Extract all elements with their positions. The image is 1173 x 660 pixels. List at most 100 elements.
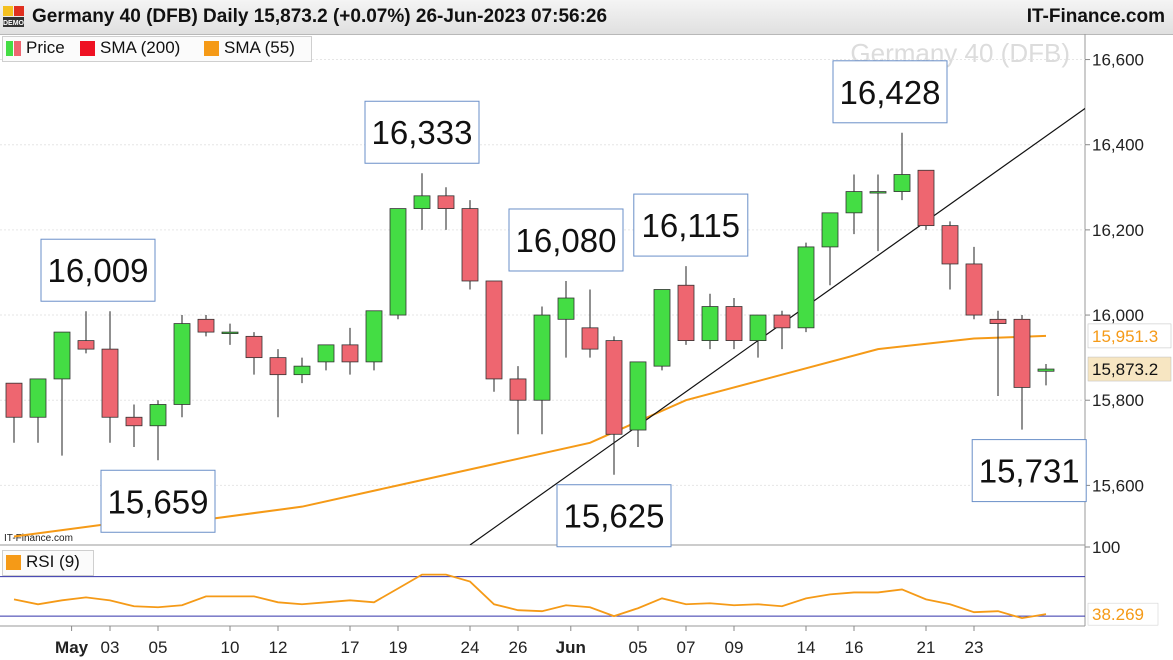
time-tick-label: 17 xyxy=(341,638,360,657)
annotations-group: 16,009 15,659 16,333 16,080 15,625 16,115 16,4… xyxy=(40,60,1087,548)
annotation-box xyxy=(100,469,216,533)
candle xyxy=(341,327,359,375)
candle-body-up xyxy=(629,361,647,431)
sma200-swatch-icon xyxy=(80,40,95,56)
annotation-box xyxy=(364,100,480,164)
price-tick-label: 16,400 xyxy=(1092,136,1144,155)
legend xyxy=(2,36,312,62)
candle xyxy=(29,378,47,443)
candle-body-up xyxy=(797,246,815,329)
value-annotation: 15,659 xyxy=(100,469,216,533)
legend-sma55[interactable]: SMA (55) xyxy=(204,37,295,59)
last-price-tag-label: 15,873.2 xyxy=(1092,360,1158,379)
price-chart: Germany 40 (DFB) IT-Finance.com 16,60016… xyxy=(0,34,1172,657)
candle xyxy=(293,357,311,384)
candle-body-up xyxy=(29,378,47,418)
candle-body-down xyxy=(245,335,263,359)
candle-body-up xyxy=(389,208,407,316)
value-annotation: 16,428 xyxy=(832,60,948,124)
time-tick-label: 26 xyxy=(509,638,528,657)
candle xyxy=(509,366,527,435)
legend-price-label: Price xyxy=(26,38,65,57)
last-price-tag-box xyxy=(1087,356,1172,382)
candle xyxy=(893,132,911,201)
candle-body-down xyxy=(917,169,935,227)
candle xyxy=(317,344,335,371)
candle-body-down xyxy=(509,378,527,401)
annotation-box xyxy=(508,208,624,272)
title-bar: DEMO Germany 40 (DFB) Daily 15,873.2 (+0… xyxy=(0,0,1173,35)
candle xyxy=(173,315,191,418)
candle xyxy=(797,242,815,333)
annotation-label: 16,115 xyxy=(642,207,740,244)
candle xyxy=(485,280,503,392)
rsi-value-tag-box xyxy=(1087,602,1159,626)
candle xyxy=(197,315,215,337)
candle-body-up xyxy=(1037,368,1055,372)
annotation-label: 15,659 xyxy=(108,483,209,520)
candle-body-down xyxy=(485,280,503,380)
value-annotation: 15,625 xyxy=(556,484,672,548)
candle-body-down xyxy=(77,340,95,350)
candle-body-up xyxy=(893,174,911,192)
annotation-label: 16,428 xyxy=(840,74,941,111)
candle xyxy=(533,306,551,435)
legend-sma200[interactable]: SMA (200) xyxy=(80,37,180,59)
legend-price[interactable]: Price xyxy=(6,37,65,59)
candle-body-up xyxy=(53,331,71,380)
candle xyxy=(149,400,167,461)
time-tick-label: Jun xyxy=(556,638,586,657)
price-tick-label: 16,200 xyxy=(1092,221,1144,240)
time-tick-label: 09 xyxy=(725,638,744,657)
annotation-box xyxy=(832,60,948,124)
annotation-label: 15,731 xyxy=(979,453,1080,490)
candle-body-up xyxy=(557,297,575,320)
candle xyxy=(605,336,623,475)
time-tick-label: 07 xyxy=(677,638,696,657)
candle-body-down xyxy=(437,195,455,209)
annotation-box xyxy=(556,484,672,548)
rsi-panel: 100 38.269 xyxy=(0,538,1159,626)
legend-rsi[interactable]: RSI (9) xyxy=(6,551,80,573)
candle xyxy=(581,289,599,358)
legend-sma55-label: SMA (55) xyxy=(224,38,295,57)
candle xyxy=(437,187,455,230)
sma55-swatch-icon xyxy=(204,40,219,56)
candle-body-up xyxy=(653,289,671,367)
candle xyxy=(365,310,383,371)
chart-title: Germany 40 (DFB) Daily 15,873.2 (+0.07%)… xyxy=(32,6,608,27)
time-tick-label: 12 xyxy=(269,638,288,657)
candle-body-down xyxy=(1013,318,1031,388)
time-tick-label: 05 xyxy=(149,638,168,657)
candle xyxy=(5,382,23,443)
candle xyxy=(989,310,1007,396)
time-axis-labels: May 03 05 10 12 17 19 24 26 Jun 05 07 09 14 16 21 23 xyxy=(55,626,983,657)
brand-name: IT-Finance.com xyxy=(1026,6,1165,27)
annotation-box xyxy=(40,238,156,302)
candle-body-up xyxy=(869,191,887,194)
candle xyxy=(701,293,719,350)
candle xyxy=(749,314,767,358)
candle xyxy=(821,212,839,286)
rsi-value-tag: 38.269 xyxy=(1092,605,1144,624)
candle-body-down xyxy=(5,382,23,418)
candle-body-down xyxy=(773,314,791,329)
candle xyxy=(653,289,671,371)
annotation-label: 15,625 xyxy=(564,498,665,535)
candle-body-down xyxy=(101,348,119,418)
candle xyxy=(965,246,983,320)
price-tick-label: 16,000 xyxy=(1092,306,1144,325)
candle-body-up xyxy=(533,314,551,401)
time-tick-label: 24 xyxy=(461,638,480,657)
candle xyxy=(557,280,575,358)
candle xyxy=(125,404,143,448)
time-tick-label: 23 xyxy=(965,638,984,657)
candle-body-down xyxy=(197,318,215,333)
price-swatch-icon xyxy=(6,40,21,56)
candle xyxy=(677,266,695,345)
price-tick-label: 15,800 xyxy=(1092,391,1144,410)
candle xyxy=(725,298,743,350)
time-tick-label: 14 xyxy=(797,638,816,657)
rsi-tick-label: 100 xyxy=(1092,538,1120,557)
